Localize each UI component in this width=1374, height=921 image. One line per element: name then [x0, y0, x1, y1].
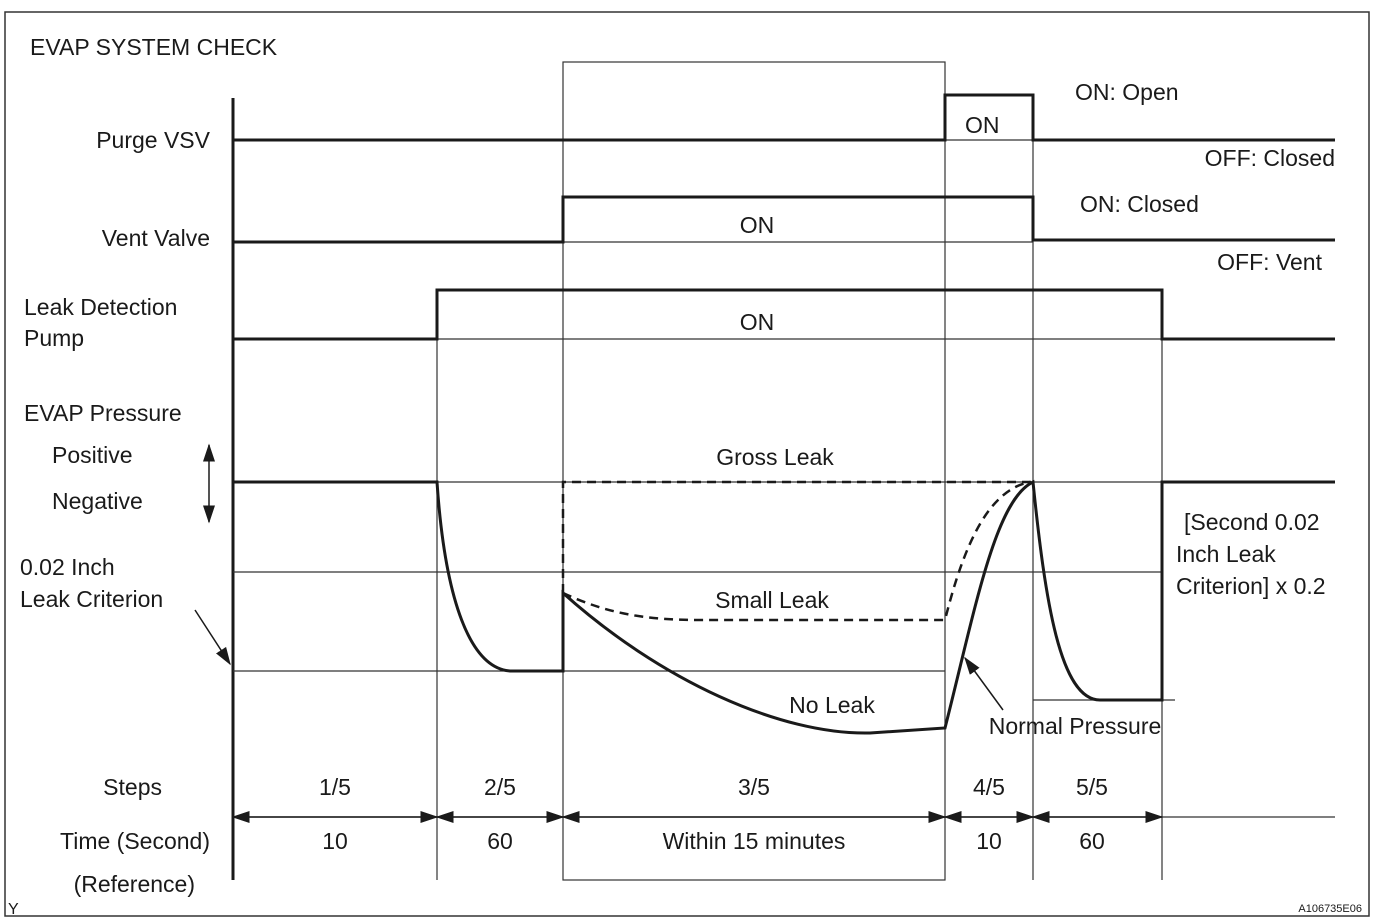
pressure-label: Normal Pressure	[989, 713, 1162, 739]
pressure-label: Criterion] x 0.2	[1176, 573, 1326, 599]
signal-traces	[233, 93, 1335, 735]
pressure-label: No Leak	[789, 692, 875, 718]
time: 60	[1079, 828, 1105, 854]
pressure-label: Gross Leak	[716, 444, 834, 470]
footer-left: Y	[8, 901, 19, 918]
time: 60	[487, 828, 513, 854]
pressure-label: 0.02 Inch	[20, 554, 115, 580]
labels: EVAP SYSTEM CHECK Purge VSV Vent Valve L…	[8, 34, 1362, 918]
frame	[4, 11, 1370, 917]
step: 1/5	[319, 774, 351, 800]
signal-label: Leak Detection	[24, 294, 177, 320]
signal-label: Vent Valve	[102, 225, 210, 251]
footer-right: A106735E06	[1298, 903, 1362, 915]
state-label: ON	[965, 112, 1000, 138]
signal-label: Pump	[24, 325, 84, 351]
time-label: Time (Second)	[60, 828, 210, 854]
pressure-label: Positive	[52, 442, 133, 468]
time: 10	[322, 828, 348, 854]
arrows	[194, 443, 1164, 823]
pressure-label: Inch Leak	[1176, 541, 1276, 567]
state-label: ON: Closed	[1080, 191, 1199, 217]
time: Within 15 minutes	[663, 828, 846, 854]
step: 5/5	[1076, 774, 1108, 800]
state-label: OFF: Closed	[1205, 145, 1335, 171]
title: EVAP SYSTEM CHECK	[30, 34, 278, 60]
layout-lines	[231, 61, 1335, 881]
time-sublabel: (Reference)	[74, 871, 195, 897]
pressure-label: Leak Criterion	[20, 586, 163, 612]
signal-label: Purge VSV	[96, 127, 210, 153]
pressure-label: Negative	[52, 488, 143, 514]
time: 10	[976, 828, 1002, 854]
signal-label: EVAP Pressure	[24, 400, 182, 426]
step: 2/5	[484, 774, 516, 800]
state-label: OFF: Vent	[1217, 249, 1322, 275]
state-label: ON	[740, 212, 775, 238]
step: 4/5	[973, 774, 1005, 800]
pressure-label: [Second 0.02	[1184, 509, 1320, 535]
pressure-label: Small Leak	[715, 587, 829, 613]
steps-label: Steps	[103, 774, 162, 800]
step: 3/5	[738, 774, 770, 800]
state-label: ON: Open	[1075, 79, 1179, 105]
state-label: ON	[740, 309, 775, 335]
